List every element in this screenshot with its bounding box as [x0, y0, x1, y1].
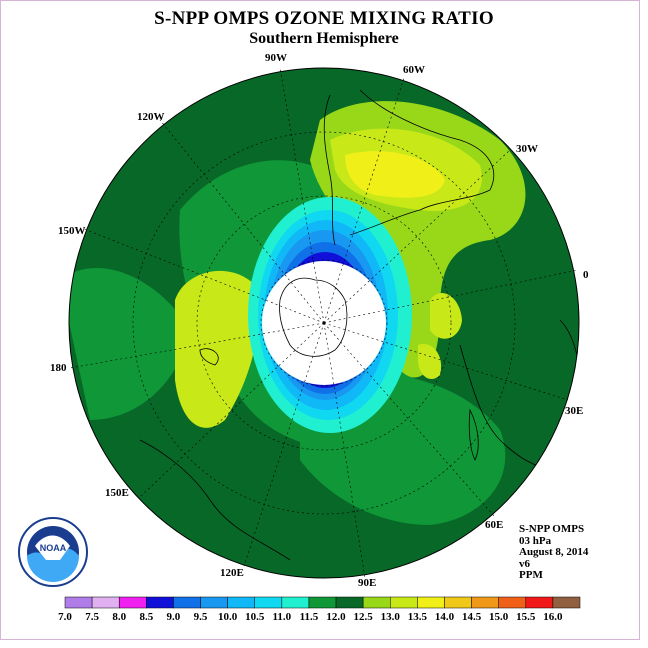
- colorbar-swatch: [227, 596, 255, 609]
- colorbar: 7.0 7.5 8.0 8.5 9.0 9.5 10.0 10.5 11.0 11.5 12.0 12…: [58, 596, 581, 623]
- info-panel: S-NPP OMPS 03 hPa August 8, 2014 v6 PPM: [519, 523, 589, 582]
- colorbar-tick-label: 12.5: [354, 611, 374, 623]
- colorbar-swatch: [281, 596, 310, 609]
- colorbar-tick-label: 11.5: [300, 611, 319, 623]
- colorbar-swatch: [552, 596, 581, 609]
- colorbar-swatch: [525, 596, 554, 609]
- info-level: 03 hPa: [519, 534, 552, 547]
- lon-label-60w: 60W: [403, 64, 425, 76]
- colorbar-tick-label: 7.5: [85, 611, 99, 623]
- colorbar-tick-label: 10.0: [218, 611, 238, 623]
- map-subtitle: Southern Hemisphere: [249, 30, 399, 47]
- colorbar-tick-label: 8.0: [112, 611, 126, 623]
- graticule: [69, 67, 579, 579]
- colorbar-tick-label: 10.5: [245, 611, 265, 623]
- colorbar-tick-label: 8.5: [139, 611, 153, 623]
- lon-label-30e: 30E: [565, 405, 583, 417]
- colorbar-swatch: [444, 596, 472, 609]
- lon-label-30w: 30W: [516, 143, 538, 155]
- colorbar-tick-label: 13.0: [381, 611, 401, 623]
- colorbar-tick-label: 15.5: [516, 611, 536, 623]
- colorbar-tick-label: 9.5: [194, 611, 208, 623]
- info-date: August 8, 2014: [519, 546, 589, 558]
- lon-label-90e: 90E: [358, 577, 376, 589]
- colorbar-swatch: [146, 596, 174, 609]
- colorbar-tick-label: 14.0: [435, 611, 455, 623]
- colorbar-swatch: [254, 596, 283, 609]
- colorbar-tick-label: 14.5: [462, 611, 482, 623]
- lon-label-60e: 60E: [485, 519, 503, 531]
- lon-label-180: 180: [50, 362, 67, 374]
- colorbar-swatch: [471, 596, 499, 609]
- info-version: v6: [519, 557, 530, 570]
- map-boundary: [68, 67, 580, 579]
- colorbar-swatch: [417, 596, 445, 609]
- info-instrument: S-NPP OMPS: [519, 523, 585, 535]
- colorbar-swatch: [335, 596, 364, 609]
- colorbar-swatch: [91, 596, 120, 609]
- colorbar-swatch: [498, 596, 527, 609]
- lon-label-120w: 120W: [137, 111, 165, 123]
- colorbar-swatch: [308, 596, 337, 609]
- lon-label-120e: 120E: [220, 567, 244, 579]
- colorbar-tick-label: 11.0: [273, 611, 292, 623]
- colorbar-swatch: [173, 596, 201, 609]
- colorbar-tick-label: 7.0: [58, 611, 72, 623]
- colorbar-tick-label: 13.5: [408, 611, 428, 623]
- lon-label-150e: 150E: [105, 487, 129, 499]
- colorbar-swatch: [390, 596, 418, 609]
- colorbar-tick-label: 9.0: [167, 611, 181, 623]
- colorbar-swatch: [200, 596, 228, 609]
- colorbar-tick-label: 12.0: [326, 611, 346, 623]
- colorbar-tick-label: 15.0: [489, 611, 509, 623]
- noaa-logo-text: NOAA: [40, 543, 67, 553]
- colorbar-swatch: [118, 596, 147, 609]
- lon-label-90w: 90W: [265, 52, 287, 64]
- info-units: PPM: [519, 569, 543, 581]
- colorbar-swatch: [362, 596, 391, 609]
- lon-label-150w: 150W: [58, 225, 86, 237]
- colorbar-swatch: [64, 596, 93, 609]
- noaa-logo: NOAA: [18, 517, 88, 587]
- lon-label-0: 0: [583, 269, 589, 281]
- figure-frame: [0, 0, 640, 640]
- ozone-field: [69, 68, 579, 578]
- coastlines: [139, 89, 579, 561]
- colorbar-tick-label: 16.0: [543, 611, 563, 623]
- map-title: S-NPP OMPS OZONE MIXING RATIO: [154, 8, 494, 29]
